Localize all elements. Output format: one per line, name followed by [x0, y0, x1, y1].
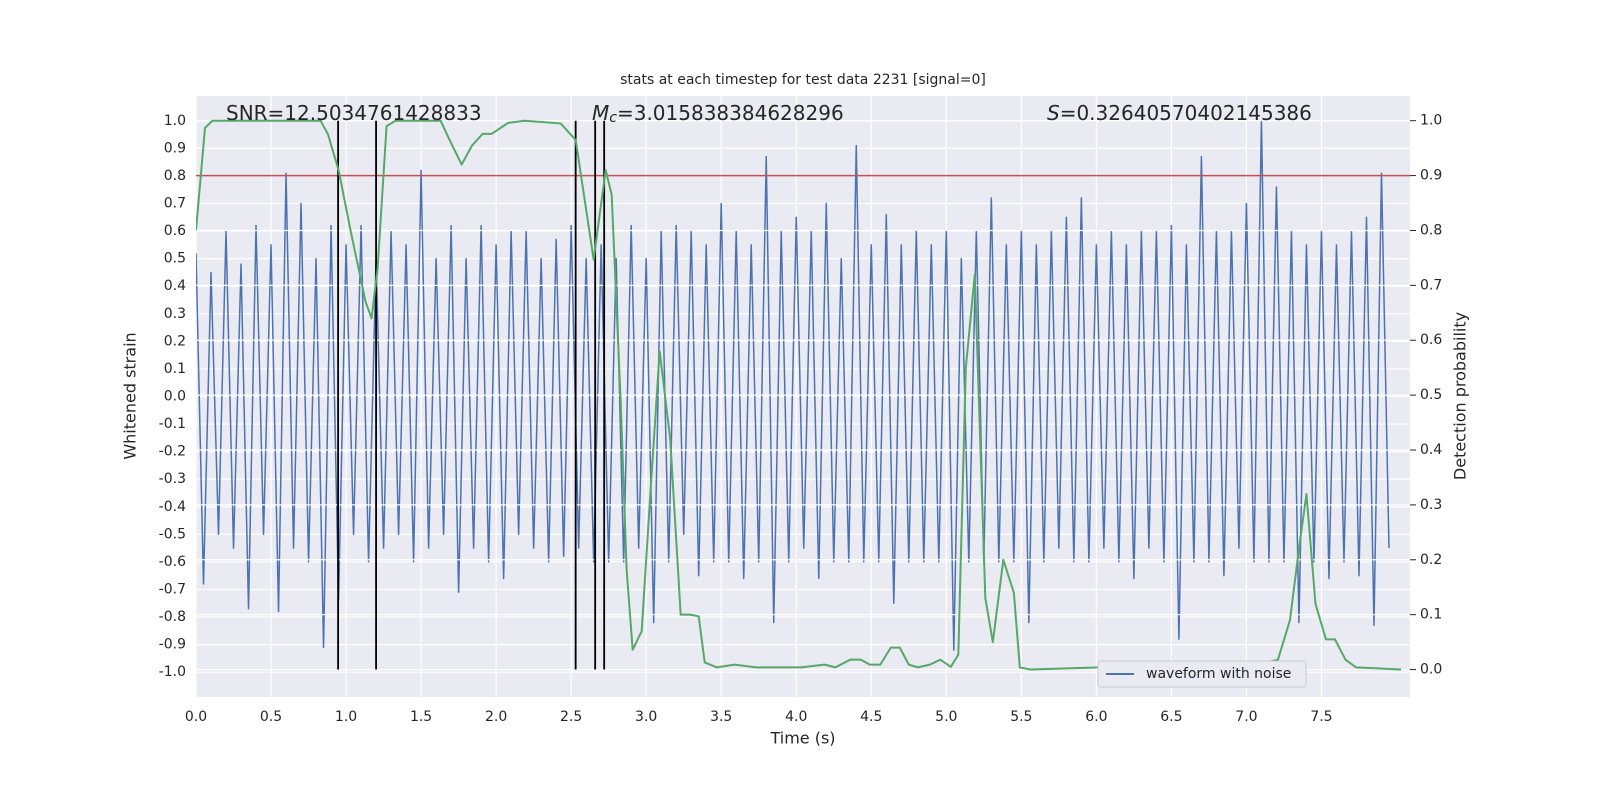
x-axis-label: Time (s)	[769, 729, 835, 748]
y-tick-label: -0.3	[159, 471, 186, 487]
series-line	[196, 120, 1390, 651]
x-tick-label: 1.0	[335, 709, 357, 725]
x-tick-label: 2.5	[560, 709, 582, 725]
y-tick-label: 0.4	[164, 278, 186, 294]
y2-tick-label: 0.6	[1420, 332, 1442, 348]
x-tick-label: 2.0	[485, 709, 507, 725]
y-tick-label: -1.0	[159, 664, 186, 680]
chart-title: stats at each timestep for test data 223…	[620, 72, 986, 88]
y2-axis-label: Detection probability	[1451, 312, 1470, 480]
y-tick-label: -0.1	[159, 416, 186, 432]
legend-box	[1097, 660, 1307, 688]
y-axis-label: Whitened strain	[121, 332, 140, 459]
legend-label: waveform with noise	[1146, 666, 1291, 682]
y-tick-label: -0.8	[159, 609, 186, 625]
y-tick-label: 1.0	[164, 113, 186, 129]
y-tick-label: 0.7	[164, 196, 186, 212]
x-tick-label: 3.5	[710, 709, 732, 725]
annotation: S=0.32640570402145386	[1047, 101, 1312, 125]
annotation: SNR=12.5034761428833	[226, 101, 482, 125]
x-tick-label: 6.5	[1160, 709, 1182, 725]
y-tick-label: 0.3	[164, 306, 186, 322]
y2-tick-label: 0.1	[1420, 607, 1442, 623]
y-tick-label: 0.8	[164, 168, 186, 184]
annotation-text: =0.32640570402145386	[1060, 101, 1312, 125]
y-tick-label: -0.7	[159, 581, 186, 597]
y-tick-label: -0.4	[159, 499, 186, 515]
y-tick-label: -0.2	[159, 444, 186, 460]
annotation-symbol: M	[592, 101, 609, 125]
annotation-text: SNR=12.5034761428833	[226, 101, 482, 125]
x-tick-label: 7.5	[1310, 709, 1332, 725]
x-tick-label: 6.0	[1085, 709, 1107, 725]
y2-tick-label: 0.5	[1420, 387, 1442, 403]
x-tick-label: 7.0	[1235, 709, 1257, 725]
x-tick-label: 5.0	[935, 709, 957, 725]
annotation-subscript: c	[609, 110, 617, 126]
y2-tick-label: 0.3	[1420, 497, 1442, 513]
y-tick-label: -0.6	[159, 554, 186, 570]
y-tick-label: -0.9	[159, 637, 186, 653]
y2-tick-label: 1.0	[1420, 113, 1442, 129]
annotation: Mc=3.015838384628296	[592, 101, 844, 127]
y2-tick-label: 0.0	[1420, 662, 1442, 678]
y-tick-label: 0.9	[164, 140, 186, 156]
x-tick-label: 5.5	[1010, 709, 1032, 725]
x-tick-label: 4.5	[860, 709, 882, 725]
y-tick-label: -0.5	[159, 526, 186, 542]
y2-tick-label: 0.9	[1420, 168, 1442, 184]
y-tick-label: 0.5	[164, 251, 186, 267]
y2-tick-label: 0.4	[1420, 442, 1442, 458]
y2-tick-label: 0.7	[1420, 277, 1442, 293]
y2-tick-label: 0.8	[1420, 222, 1442, 238]
y-tick-label: 0.6	[164, 223, 186, 239]
x-tick-label: 3.0	[635, 709, 657, 725]
x-tick-label: 4.0	[785, 709, 807, 725]
y-tick-label: 0.0	[164, 389, 186, 405]
x-tick-label: 0.5	[260, 709, 282, 725]
plot-area	[196, 119, 1410, 671]
x-tick-label: 1.5	[410, 709, 432, 725]
y-tick-label: 0.2	[164, 333, 186, 349]
annotation-text: =3.015838384628296	[617, 101, 844, 125]
x-tick-label: 0.0	[185, 709, 207, 725]
y-tick-label: 0.1	[164, 361, 186, 377]
y2-tick-label: 0.2	[1420, 552, 1442, 568]
annotation-symbol: S	[1047, 101, 1060, 125]
